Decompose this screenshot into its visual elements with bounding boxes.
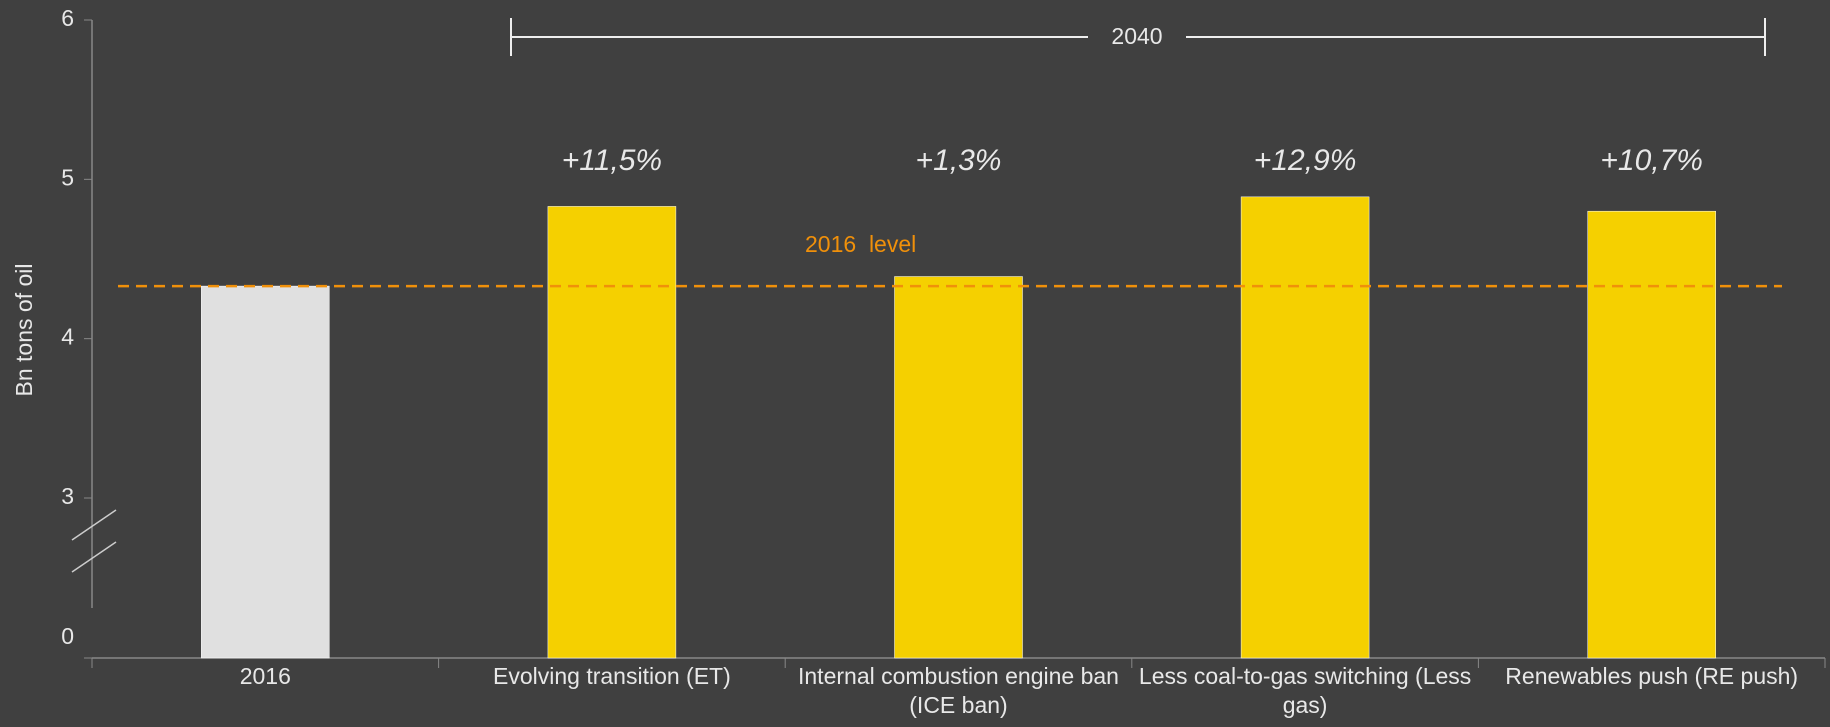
x-tick-label: Renewables push (RE push) — [1505, 663, 1799, 689]
y-tick-label: 3 — [61, 483, 74, 509]
x-tick-label-box: Renewables push (RE push) — [1505, 663, 1799, 689]
x-tick-label-box: Evolving transition (ET) — [493, 663, 731, 689]
bracket-label: 2040 — [1111, 23, 1162, 49]
axis-break — [71, 541, 117, 573]
x-tick-label: Evolving transition (ET) — [493, 663, 731, 689]
x-tick-label: 2016 — [239, 663, 291, 689]
change-label: +12,9% — [1254, 144, 1357, 177]
x-tick-label: Less coal-to-gas switching (Less gas) — [1138, 663, 1472, 718]
change-label: +11,5% — [562, 144, 662, 177]
bar — [547, 206, 677, 659]
y-axis-label: Bn tons of oil — [11, 264, 37, 397]
change-label: +10,7% — [1600, 144, 1703, 177]
bar — [894, 276, 1023, 659]
change-label: +1,3% — [916, 144, 1002, 177]
y-tick-label: 4 — [61, 324, 74, 350]
bar — [201, 285, 330, 659]
x-tick-label-box: 2016 — [239, 663, 291, 689]
y-tick-label: 5 — [61, 164, 74, 190]
x-tick-label-box: Less coal-to-gas switching (Less gas) — [1138, 663, 1472, 718]
x-tick-label-box: Internal combustion engine ban (ICE ban) — [798, 663, 1119, 718]
bar — [1587, 210, 1716, 659]
bar — [1240, 196, 1370, 659]
y-tick-label: 6 — [61, 5, 74, 31]
x-tick-label: Internal combustion engine ban (ICE ban) — [798, 663, 1119, 718]
axis-break — [71, 509, 117, 541]
y-tick-label: 0 — [61, 623, 74, 649]
reference-label: 2016 level — [805, 231, 916, 257]
